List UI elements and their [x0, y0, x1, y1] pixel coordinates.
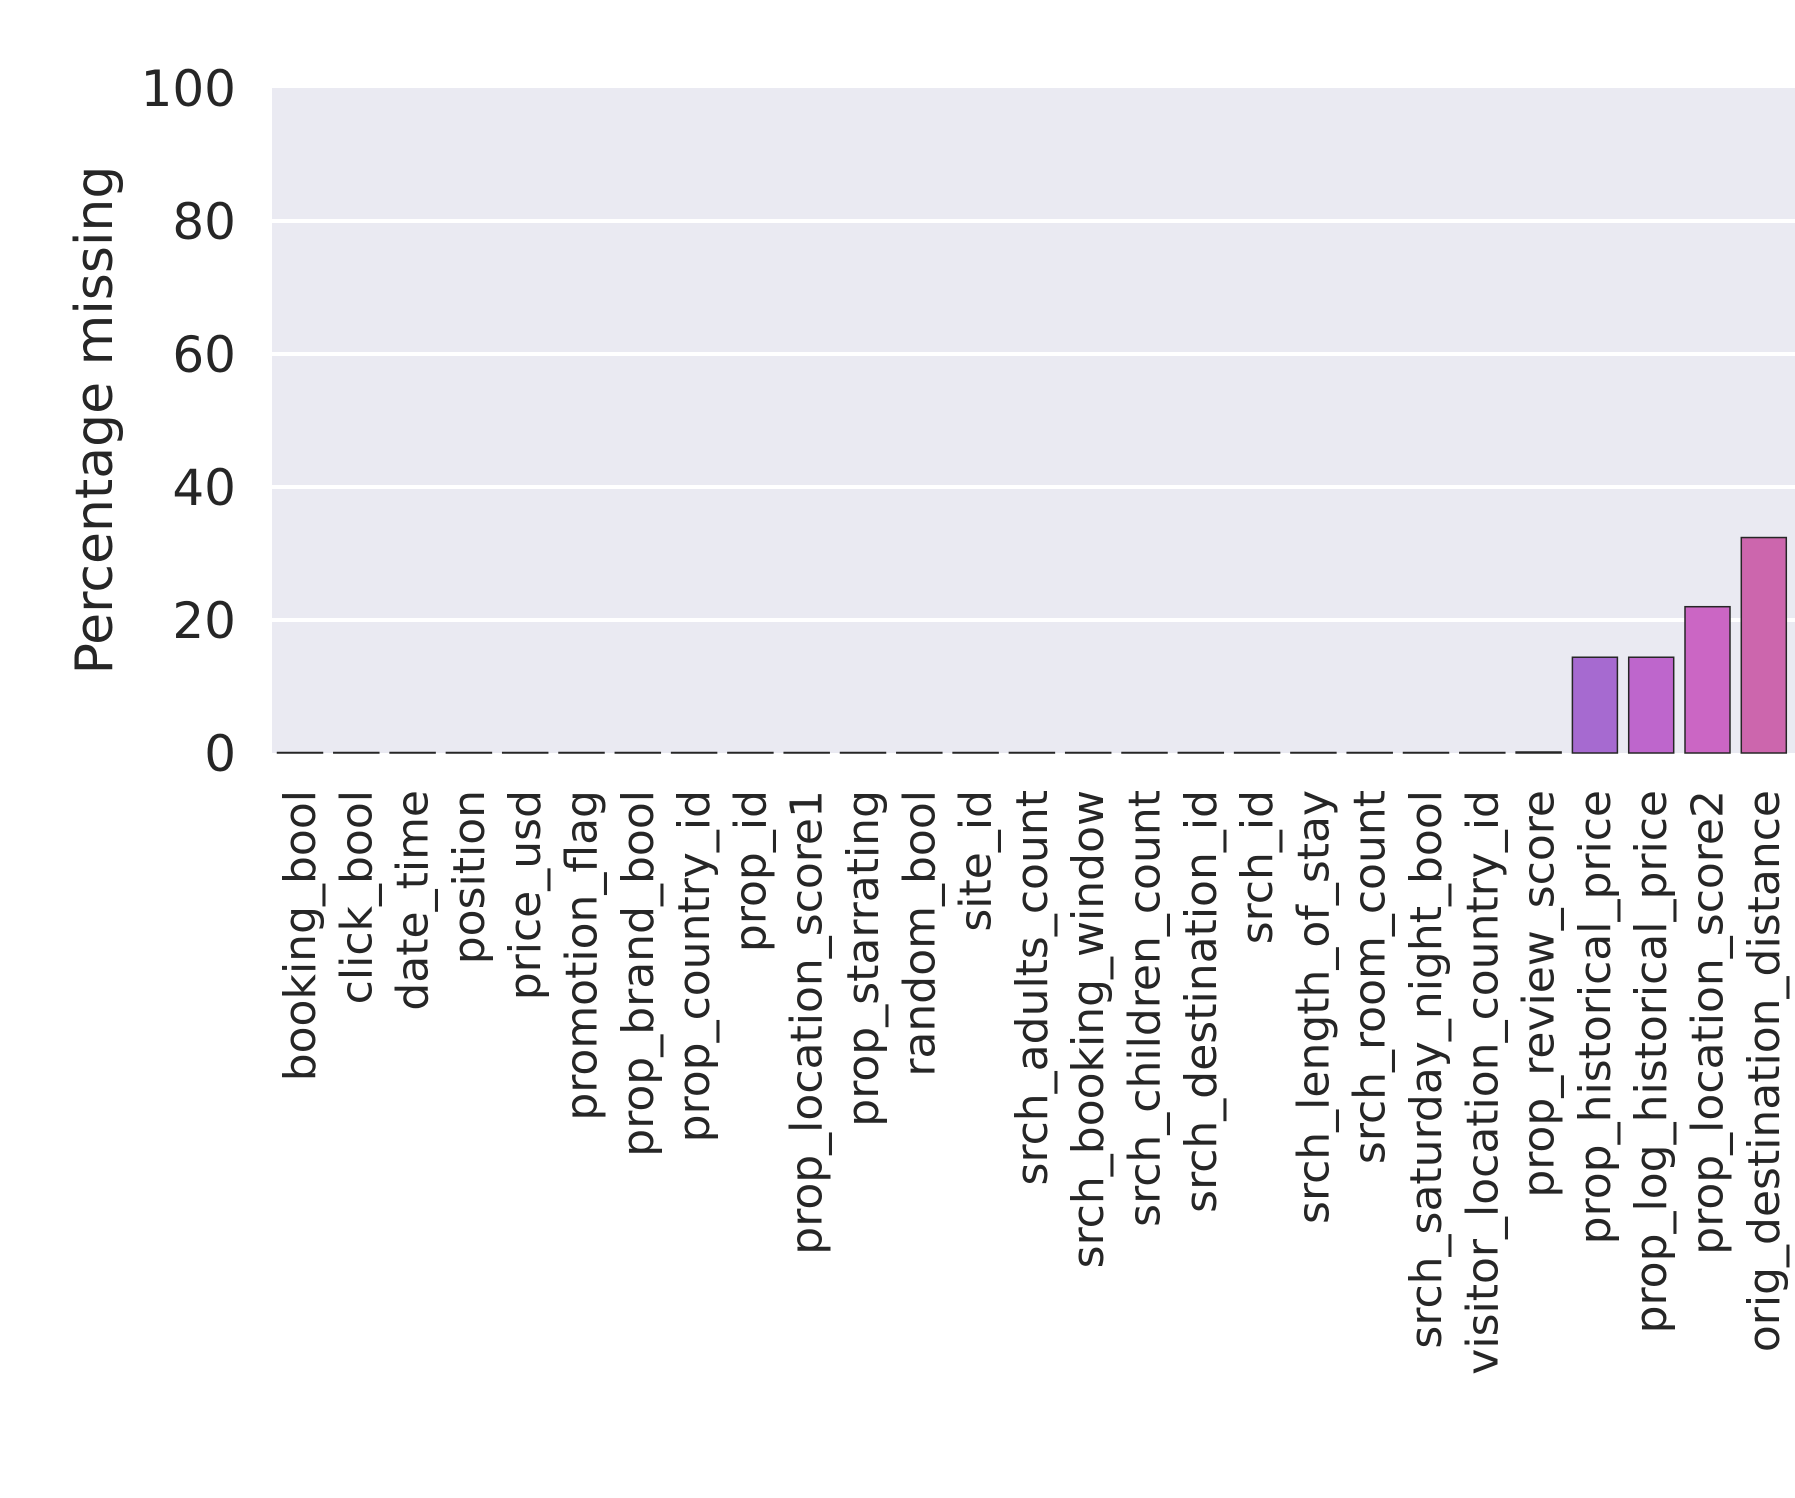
y-axis-label: Percentage missing — [65, 166, 125, 675]
bar-site-id — [952, 751, 999, 754]
bar-prop-location-score2 — [1684, 605, 1731, 754]
x-tick-label: prop_log_historical_price — [1626, 790, 1677, 1333]
x-tick-label: prop_country_id — [669, 790, 720, 1142]
bar-visitor-location-country-id — [1459, 751, 1506, 754]
x-tick-label: site_id — [951, 790, 1002, 932]
x-tick-label: prop_brand_bool — [613, 790, 664, 1157]
x-tick-label: position — [444, 790, 495, 964]
bar-prop-location-score1 — [783, 751, 830, 754]
bar-date-time — [389, 751, 436, 754]
x-tick-label: srch_booking_window — [1063, 790, 1114, 1268]
y-tick-labels: 0 20 40 60 80 100 — [141, 60, 236, 783]
y-tick-label: 80 — [172, 193, 236, 251]
bar-prop-review-score — [1515, 751, 1562, 754]
bar-promotion-flag — [558, 751, 605, 754]
bar-srch-children-count — [1121, 751, 1168, 754]
x-tick-label: prop_starrating — [838, 790, 889, 1127]
bar-srch-booking-window — [1064, 751, 1112, 754]
bar-srch-length-of-stay — [1290, 751, 1337, 754]
x-tick-label: prop_location_score2 — [1683, 790, 1734, 1255]
x-tick-label: srch_id — [1232, 790, 1283, 944]
x-tick-label: prop_historical_price — [1570, 790, 1621, 1244]
x-tick-label: date_time — [388, 790, 439, 1011]
x-tick-label: srch_room_count — [1345, 790, 1396, 1164]
y-tick-label: 0 — [204, 725, 236, 783]
bar-prop-id — [727, 751, 774, 754]
x-tick-labels: booking_bool click_bool date_time position p… — [275, 790, 1790, 1375]
bar-booking-bool — [276, 751, 324, 754]
y-tick-label: 60 — [172, 326, 236, 384]
x-tick-label: srch_children_count — [1120, 790, 1171, 1227]
bar-srch-destination-id — [1177, 751, 1225, 754]
bar-prop-log-historical-price — [1627, 656, 1675, 754]
x-tick-label: prop_location_score1 — [782, 790, 833, 1255]
x-tick-label: booking_bool — [275, 790, 326, 1081]
x-tick-label: srch_length_of_stay — [1288, 790, 1339, 1224]
bar-srch-room-count — [1346, 751, 1393, 754]
x-tick-label: orig_destination_distance — [1739, 790, 1790, 1352]
x-tick-label: prop_id — [725, 790, 776, 952]
x-tick-label: srch_destination_id — [1176, 790, 1227, 1213]
gridlines — [272, 219, 1795, 622]
x-tick-label: prop_review_score — [1514, 790, 1565, 1198]
bar-prop-country-id — [670, 751, 718, 754]
y-tick-label: 40 — [172, 459, 236, 517]
bar-orig-destination-distance — [1740, 536, 1788, 754]
bar-srch-adults-count — [1008, 751, 1056, 754]
bar-prop-historical-price — [1571, 656, 1619, 754]
bar-prop-starrating — [839, 751, 887, 754]
x-tick-label: random_bool — [894, 790, 945, 1077]
x-tick-label: click_bool — [331, 790, 382, 1004]
x-tick-label: price_usd — [500, 790, 551, 1000]
plot-background — [272, 88, 1795, 753]
x-tick-label: srch_saturday_night_bool — [1401, 790, 1452, 1349]
bar-position — [445, 751, 493, 754]
x-tick-label: promotion_flag — [557, 790, 608, 1121]
bar-price-usd — [501, 751, 549, 754]
bar-prop-brand-bool — [614, 751, 662, 754]
x-tick-label: srch_adults_count — [1007, 790, 1058, 1185]
bar-random-bool — [896, 751, 943, 754]
bar-srch-saturday-night-bool — [1402, 751, 1450, 754]
bar-srch-id — [1233, 751, 1281, 754]
y-tick-label: 100 — [141, 60, 236, 118]
x-tick-label: visitor_location_country_id — [1457, 790, 1508, 1375]
bars — [276, 536, 1788, 754]
y-tick-label: 20 — [172, 592, 236, 650]
bar-click-bool — [333, 751, 380, 754]
